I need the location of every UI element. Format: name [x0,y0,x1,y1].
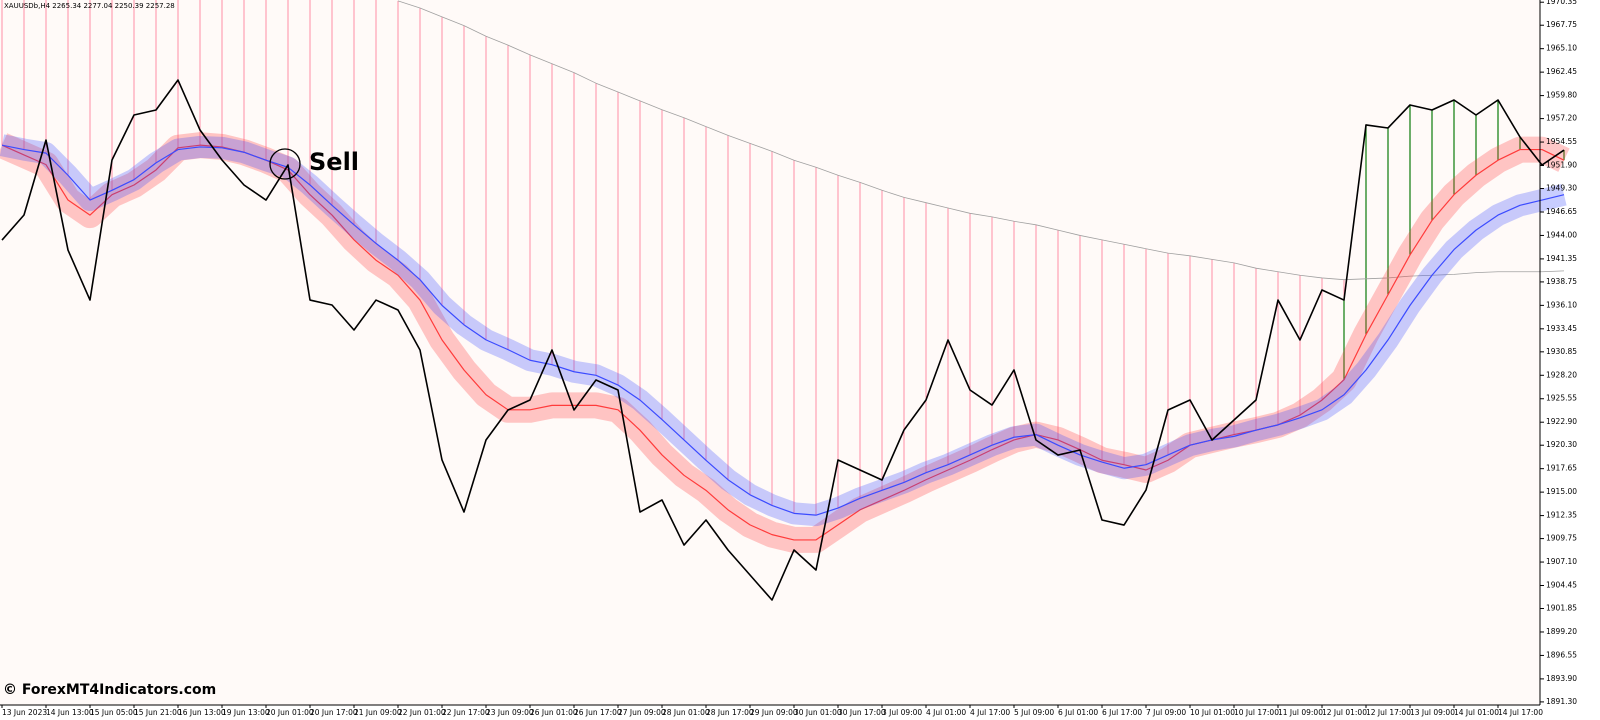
x-tick-label: 28 Jun 01:00 [662,708,710,717]
y-tick-label: 1922.90 [1546,417,1577,426]
y-tick-label: 1946.65 [1546,207,1577,216]
x-tick-label: 15 Jun 05:00 [90,708,138,717]
x-tick-label: 5 Jul 09:00 [1014,708,1054,717]
y-tick-label: 1962.45 [1546,67,1577,76]
y-tick-label: 1949.30 [1546,184,1577,193]
y-tick-label: 1965.10 [1546,44,1577,53]
x-tick-label: 22 Jun 17:00 [442,708,490,717]
x-tick-label: 26 Jun 01:00 [530,708,578,717]
x-tick-label: 13 Jul 09:00 [1410,708,1455,717]
x-tick-label: 6 Jul 01:00 [1058,708,1098,717]
sell-marker [269,148,301,180]
y-tick-label: 1909.75 [1546,534,1577,543]
x-tick-label: 13 Jun 2023 [2,708,47,717]
x-tick-label: 6 Jul 17:00 [1102,708,1142,717]
y-tick-label: 1928.20 [1546,370,1577,379]
series-line [1,79,1565,601]
y-tick-label: 1930.85 [1546,347,1577,356]
y-tick-label: 1957.20 [1546,114,1577,123]
y-tick-label: 1907.10 [1546,557,1577,566]
y-tick-label: 1967.75 [1546,20,1577,29]
plot-background [0,0,1540,705]
x-tick-label: 14 Jul 01:00 [1454,708,1499,717]
y-tick-label: 1901.85 [1546,604,1577,613]
x-tick-label: 27 Jun 09:00 [618,708,666,717]
series-line [397,0,1565,281]
x-tick-label: 26 Jun 17:00 [574,708,622,717]
series-line [1,144,1565,516]
y-tick-label: 1893.90 [1546,674,1577,683]
x-tick-label: 4 Jul 01:00 [926,708,966,717]
y-tick-label: 1925.55 [1546,394,1577,403]
y-tick-label: 1915.00 [1546,487,1577,496]
x-tick-label: 14 Jul 17:00 [1498,708,1543,717]
x-tick-label: 10 Jul 01:00 [1190,708,1235,717]
x-tick-label: 20 Jun 17:00 [310,708,358,717]
x-tick-label: 30 Jun 17:00 [838,708,886,717]
x-tick-label: 30 Jun 01:00 [794,708,842,717]
y-tick-label: 1933.45 [1546,324,1577,333]
y-tick-label: 1899.20 [1546,627,1577,636]
histogram-layer [1,0,1565,516]
x-tick-label: 16 Jun 13:00 [178,708,226,717]
y-tick-label: 1944.00 [1546,230,1577,239]
x-tick-label: 11 Jul 09:00 [1278,708,1323,717]
y-tick-label: 1936.10 [1546,300,1577,309]
x-tick-label: 19 Jun 13:00 [222,708,270,717]
symbol-info: XAUUSDb,H4 2265.34 2277.04 2250.39 2257.… [4,2,175,10]
x-tick-label: 4 Jul 17:00 [970,708,1010,717]
y-tick-label: 1954.55 [1546,137,1577,146]
x-tick-label: 23 Jun 09:00 [486,708,534,717]
x-tick-label: 20 Jun 01:00 [266,708,314,717]
x-tick-label: 3 Jul 09:00 [882,708,922,717]
sell-annotation: Sell [309,148,359,176]
x-tick-label: 21 Jun 09:00 [354,708,402,717]
y-tick-label: 1959.80 [1546,91,1577,100]
y-tick-label: 1941.35 [1546,254,1577,263]
watermark: © ForexMT4Indicators.com [3,682,216,698]
x-tick-label: 22 Jun 01:00 [398,708,446,717]
y-tick-label: 1970.35 [1546,0,1577,6]
y-tick-label: 1891.30 [1546,697,1577,706]
x-tick-label: 14 Jun 13:00 [46,708,94,717]
x-tick-label: 7 Jul 09:00 [1146,708,1186,717]
y-tick-label: 1917.65 [1546,464,1577,473]
x-tick-label: 15 Jun 21:00 [134,708,182,717]
x-tick-label: 10 Jul 17:00 [1234,708,1279,717]
y-tick-label: 1951.90 [1546,161,1577,170]
x-tick-label: 12 Jul 01:00 [1322,708,1367,717]
x-tick-label: 29 Jun 09:00 [750,708,798,717]
y-tick-label: 1938.75 [1546,277,1577,286]
lines-layer [0,0,1570,601]
y-tick-label: 1912.35 [1546,511,1577,520]
y-tick-label: 1896.55 [1546,650,1577,659]
y-tick-label: 1904.45 [1546,581,1577,590]
y-tick-label: 1920.30 [1546,440,1577,449]
x-tick-label: 28 Jun 17:00 [706,708,754,717]
x-tick-label: 12 Jul 17:00 [1366,708,1411,717]
